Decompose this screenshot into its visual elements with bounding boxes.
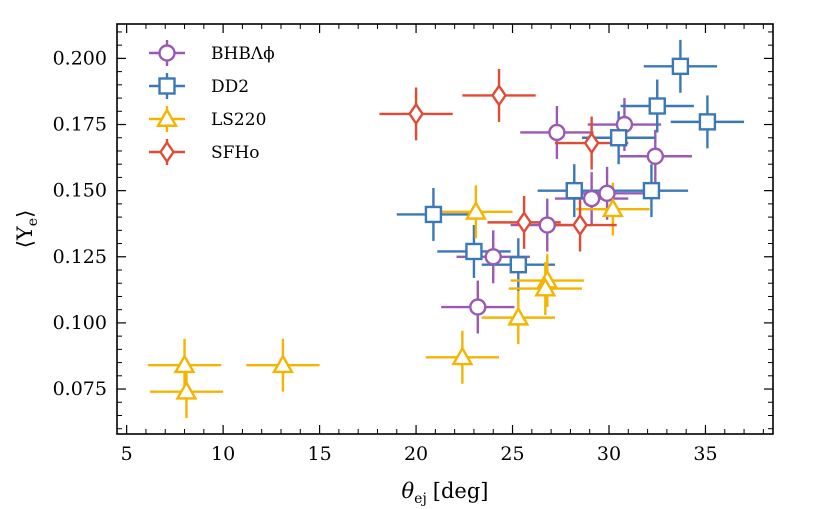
- data-point-sfho: [491, 83, 507, 108]
- y-tick-label: 0.175: [53, 114, 107, 136]
- data-point-bhb-: [484, 248, 502, 266]
- x-tick-label: 35: [693, 443, 717, 465]
- data-point-ls220: [451, 345, 474, 366]
- x-tick-label: 5: [121, 443, 133, 465]
- y-tick-label: 0.075: [53, 378, 107, 400]
- data-point-sfho: [583, 131, 600, 155]
- legend-label-bhb-: BHBΛϕ: [211, 44, 275, 64]
- legend-marker-ls220: [155, 107, 179, 127]
- axis-ticks: [117, 24, 773, 434]
- data-point-dd2: [565, 181, 583, 200]
- data-point-bhb-: [538, 216, 556, 234]
- data-markers: [173, 57, 717, 400]
- data-point-ls220: [271, 353, 294, 374]
- data-point-ls220: [534, 277, 557, 297]
- data-point-dd2: [698, 113, 717, 131]
- data-point-bhb-: [582, 189, 601, 208]
- x-tick-label: 25: [500, 443, 524, 465]
- x-axis-label: θej [deg]: [402, 479, 489, 507]
- legend-marker-bhb-: [158, 44, 176, 62]
- data-point-sfho: [516, 210, 533, 235]
- data-point-ls220: [464, 200, 487, 220]
- y-tick-label: 0.200: [53, 47, 107, 69]
- data-point-dd2: [424, 205, 443, 224]
- data-point-ls220: [601, 197, 624, 218]
- legend-marker-dd2: [158, 77, 176, 95]
- data-point-bhb-: [646, 147, 665, 165]
- data-point-dd2: [671, 57, 690, 76]
- data-point-dd2: [609, 129, 628, 147]
- legend: BHBΛϕ DD2 LS220 SFHo: [149, 40, 275, 165]
- data-point-dd2: [642, 181, 661, 200]
- x-tick-label: 20: [404, 443, 428, 465]
- y-axis-label: ⟨Ye⟩: [13, 210, 41, 249]
- legend-marker-sfho: [159, 140, 175, 164]
- legend-label-ls220: LS220: [211, 110, 266, 130]
- data-point-bhb-: [598, 184, 616, 202]
- x-tick-label: 30: [597, 443, 621, 465]
- tick-labels: 5 10 15 20 25 30 35 0.075 0.100 0.125 0.150 0.175 0.…: [53, 47, 718, 465]
- data-point-bhb-: [548, 123, 566, 142]
- data-point-dd2: [648, 97, 666, 115]
- y-tick-label: 0.150: [53, 180, 107, 202]
- y-tick-label: 0.100: [53, 312, 107, 334]
- plot-frame: [116, 23, 774, 435]
- x-tick-label: 10: [211, 443, 235, 465]
- data-point-dd2: [509, 256, 528, 274]
- data-point-ls220: [175, 380, 198, 400]
- data-point-ls220: [507, 306, 530, 326]
- legend-label-sfho: SFHo: [211, 143, 260, 163]
- data-point-sfho: [572, 213, 589, 237]
- data-point-bhb-: [469, 298, 487, 316]
- data-point-ls220: [173, 353, 196, 374]
- x-tick-label: 15: [307, 443, 331, 465]
- y-tick-label: 0.125: [53, 246, 107, 268]
- data-point-sfho: [408, 102, 425, 126]
- data-point-dd2: [465, 242, 483, 261]
- legend-label-dd2: DD2: [211, 77, 249, 97]
